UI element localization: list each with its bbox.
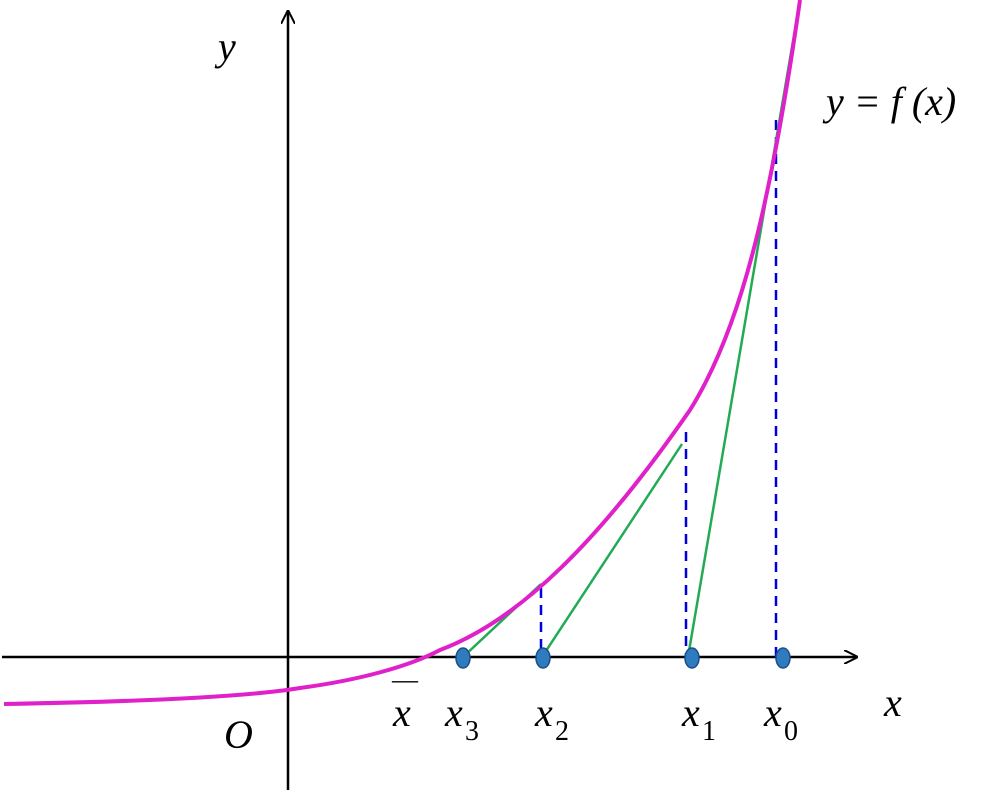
point-x1 [684,647,700,669]
tangent-line-x1 [540,443,684,658]
label-x1: x 1 [681,690,716,747]
x-axis-label: x [883,680,902,725]
origin-label: O [224,712,253,757]
svg-text:x: x [681,690,700,735]
root-label: x [392,690,411,735]
svg-text:x: x [534,690,553,735]
label-x0: x 0 [763,690,798,747]
point-x3 [455,647,471,669]
svg-text:x: x [763,690,782,735]
svg-text:x: x [444,690,463,735]
label-x3: x 3 [444,690,479,747]
svg-text:3: 3 [465,716,479,747]
svg-text:1: 1 [702,716,716,747]
curve-label: y = f (x) [822,79,956,124]
svg-text:0: 0 [784,716,798,747]
root-bar: — [391,665,419,694]
svg-text:2: 2 [555,716,569,747]
label-x2: x 2 [534,690,569,747]
point-x0 [775,647,791,669]
point-x2 [535,647,551,669]
y-axis-label: y [214,24,236,69]
function-curve [3,0,802,706]
